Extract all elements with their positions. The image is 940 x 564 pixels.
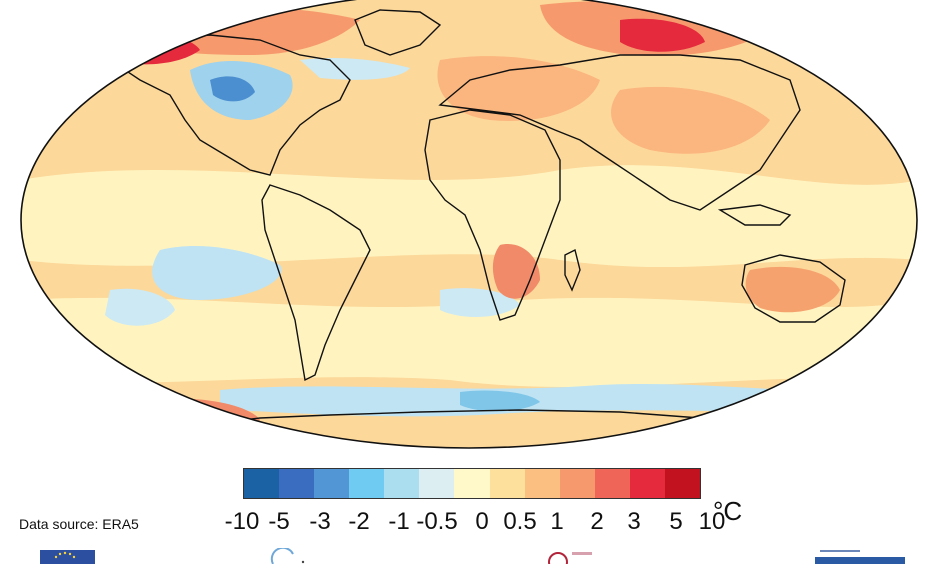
colorbar-swatch (524, 469, 560, 498)
copernicus-logo (270, 548, 305, 564)
globe-outline (20, 0, 918, 449)
colorbar-tick-label: -0.5 (416, 508, 458, 535)
colorbar-tick-label: -1 (388, 508, 410, 535)
colorbar-swatch (349, 469, 385, 498)
climate-change-service-logo (548, 552, 592, 564)
anomaly-field (21, 0, 917, 448)
colorbar-tick-label: -3 (309, 508, 331, 535)
colorbar-ticks: -10 -5 -3 -2 -1 -0.5 0 0.5 1 2 3 5 10 (222, 508, 726, 538)
data-source-label: Data source: ERA5 (19, 516, 139, 532)
colorbar-swatch (594, 469, 630, 498)
colorbar-swatch (384, 469, 420, 498)
colorbar-tick-label: 1 (550, 508, 564, 535)
colorbar-unit: °C (713, 496, 743, 526)
anomaly-map (20, 0, 918, 449)
colorbar-tick-label: 0.5 (503, 508, 537, 535)
colorbar (243, 468, 701, 499)
colorbar-swatch (559, 469, 595, 498)
colorbar-swatch (489, 469, 525, 498)
colorbar-tick-label: -5 (268, 508, 290, 535)
colorbar-swatch (244, 469, 280, 498)
colorbar-swatch (629, 469, 665, 498)
colorbar-tick-label: 2 (590, 508, 604, 535)
colorbar-tick-label: -2 (348, 508, 370, 535)
colorbar-swatch (314, 469, 350, 498)
colorbar-tick-label: 5 (669, 508, 683, 535)
colorbar-tick-label: 0 (475, 508, 489, 535)
colorbar-swatch (454, 469, 490, 498)
colorbar-tick-label: 10 (698, 508, 726, 535)
colorbar-tick-label: -10 (224, 508, 260, 535)
colorbar-swatch (279, 469, 315, 498)
map-svg (20, 0, 918, 449)
colorbar-swatch (664, 469, 701, 498)
colorbar-tick-label: 3 (627, 508, 641, 535)
ecmwf-logo (815, 550, 905, 564)
colorbar-swatch (419, 469, 455, 498)
eu-flag-logo (40, 550, 95, 564)
